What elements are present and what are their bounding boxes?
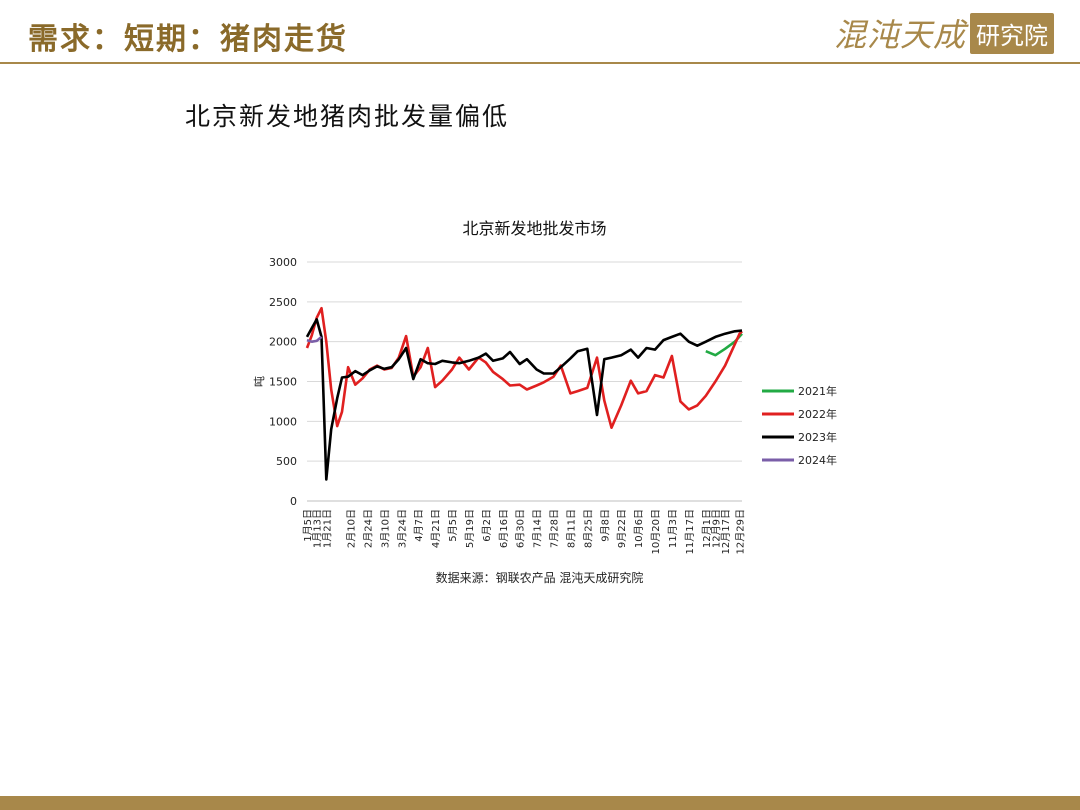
x-tick-label: 6月16日	[498, 509, 510, 548]
x-tick-label: 11月3日	[667, 509, 679, 548]
y-tick-label: 500	[276, 455, 297, 468]
x-tick-label: 2月24日	[362, 509, 374, 548]
company-logo: 混沌天成 研究院	[834, 12, 1054, 54]
y-tick-label: 2000	[269, 336, 297, 349]
y-axis-label: 吨	[253, 376, 266, 387]
legend-label: 2024年	[798, 453, 837, 467]
x-tick-label: 5月5日	[447, 509, 459, 542]
x-tick-label: 4月7日	[413, 509, 425, 542]
x-tick-label: 3月10日	[379, 509, 391, 548]
legend-label: 2021年	[798, 384, 837, 398]
x-tick-label: 11月17日	[684, 509, 696, 554]
x-tick-label: 2月10日	[346, 509, 358, 548]
series-line-2021年	[705, 332, 743, 357]
x-tick-label: 7月28日	[549, 509, 561, 548]
x-tick-label: 1月21日	[321, 509, 333, 548]
series-line-2022年	[305, 306, 743, 429]
x-tick-label: 5月19日	[464, 509, 476, 548]
x-tick-label: 8月25日	[582, 509, 594, 548]
chart-title: 北京新发地批发市场	[462, 219, 606, 238]
x-tick-label: 4月21日	[430, 509, 442, 548]
series-line-2023年	[305, 318, 743, 481]
series-line-2024年	[306, 335, 323, 343]
x-tick-label: 3月24日	[396, 509, 408, 548]
line-chart: 北京新发地批发市场050010001500200025003000吨1月5日1月…	[253, 219, 837, 585]
x-tick-label: 12月29日	[735, 509, 747, 554]
y-tick-label: 0	[290, 495, 297, 508]
x-tick-label: 6月2日	[481, 509, 493, 542]
chart-container: 北京新发地批发市场 0 500 1000 1500 2000 2500 3000 吨 1月5日 1月…	[245, 210, 855, 595]
x-tick-label: 9月8日	[599, 509, 611, 542]
header-divider	[0, 62, 1080, 64]
x-tick-label: 6月30日	[515, 509, 527, 548]
legend-label: 2023年	[798, 430, 837, 444]
y-tick-label: 1500	[269, 376, 297, 389]
legend-label: 2022年	[798, 407, 837, 421]
y-tick-label: 1000	[269, 415, 297, 428]
x-tick-label: 12月9日	[710, 509, 722, 548]
x-tick-label: 7月14日	[532, 509, 544, 548]
x-tick-label: 10月20日	[650, 509, 662, 554]
logo-script: 混沌天成	[833, 16, 966, 54]
logo-box: 研究院	[970, 12, 1054, 54]
source-note: 数据来源：钢联农产品 混沌天成研究院	[436, 570, 644, 585]
footer-bar	[0, 796, 1080, 810]
x-tick-label: 9月22日	[616, 509, 628, 548]
slide-header: 需求：短期：猪肉走货 混沌天成 研究院	[0, 0, 1080, 66]
y-tick-label: 3000	[269, 256, 297, 269]
y-tick-label: 2500	[269, 296, 297, 309]
x-tick-label: 1月13日	[312, 509, 324, 548]
slide-heading: 北京新发地猪肉批发量偏低	[185, 102, 510, 131]
x-tick-label: 10月6日	[633, 509, 645, 548]
x-tick-label: 1月5日	[302, 509, 314, 542]
x-tick-label: 12月1日	[701, 509, 713, 548]
x-tick-label: 12月17日	[720, 509, 732, 554]
x-tick-label: 8月11日	[565, 509, 577, 548]
page-title: 需求：短期：猪肉走货	[28, 22, 348, 57]
